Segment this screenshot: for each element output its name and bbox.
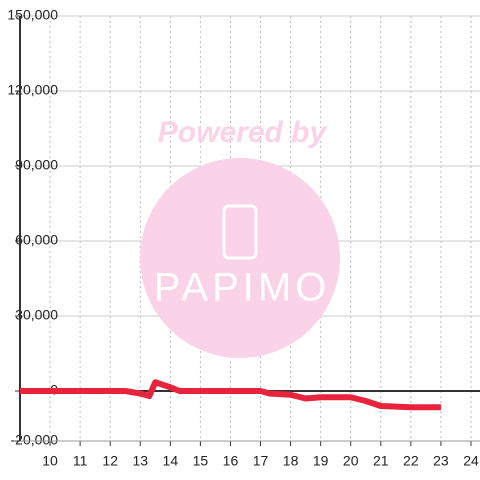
watermark-bottom: PAPIMO xyxy=(154,266,331,310)
x-tick-label: 13 xyxy=(132,453,148,469)
x-tick-label: 11 xyxy=(73,453,88,469)
x-tick-label: 23 xyxy=(433,453,449,469)
y-tick-label: 120,000 xyxy=(7,82,58,98)
y-tick-label: 150,000 xyxy=(7,7,58,23)
x-tick-label: 16 xyxy=(223,453,239,469)
x-tick-label: 22 xyxy=(403,453,419,469)
x-tick-label: 12 xyxy=(102,453,118,469)
x-tick-label: 10 xyxy=(42,453,58,469)
line xyxy=(20,379,441,411)
x-tick-label: 21 xyxy=(373,453,389,469)
y-tick-label: -20,000 xyxy=(11,432,59,448)
watermark: Powered by PAPIMO xyxy=(140,116,340,358)
watermark-top: Powered by xyxy=(158,116,328,149)
x-tick-label: 17 xyxy=(253,453,269,469)
x-tick-label: 18 xyxy=(283,453,299,469)
y-tick-label: 90,000 xyxy=(15,157,58,173)
x-tick-label: 20 xyxy=(343,453,359,469)
x-tick-label: 14 xyxy=(163,453,179,469)
x-tick-label: 24 xyxy=(463,453,479,469)
y-tick-label: 60,000 xyxy=(15,232,58,248)
x-tick-label: 15 xyxy=(193,453,209,469)
x-tick-label: 19 xyxy=(313,453,329,469)
y-tick-label: 30,000 xyxy=(15,307,58,323)
watermark-phone xyxy=(222,204,258,260)
